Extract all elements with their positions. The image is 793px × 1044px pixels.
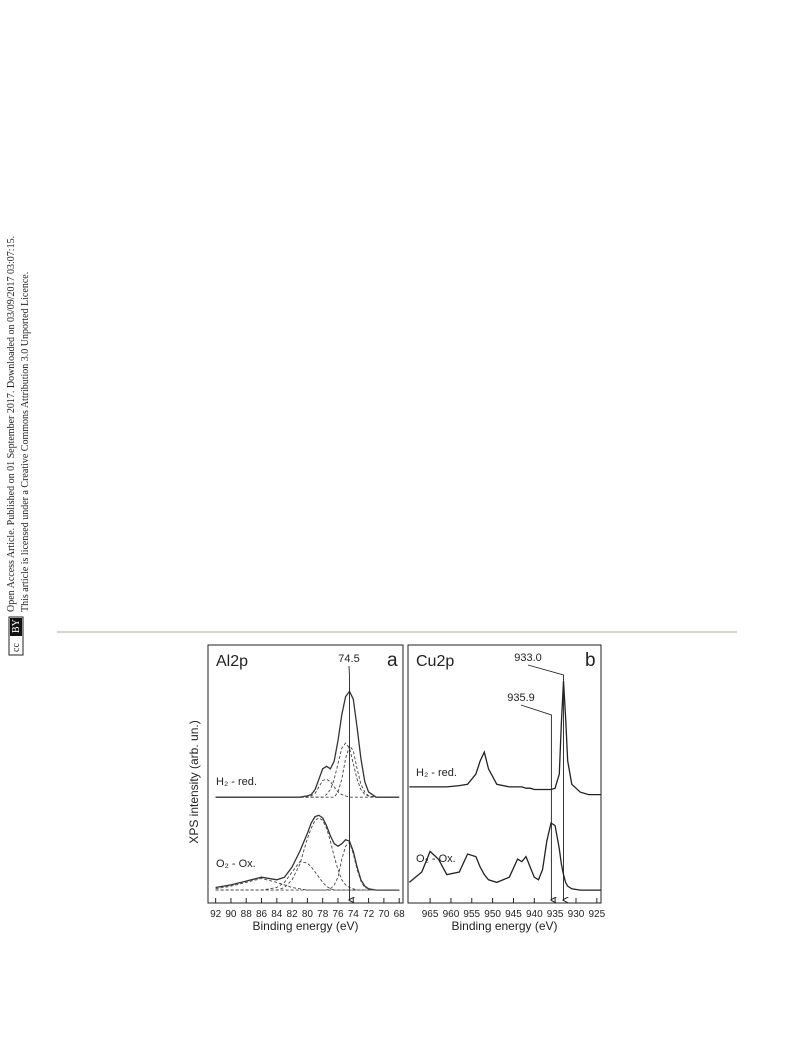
spectrum-line (216, 815, 400, 890)
panel-letter: a (387, 650, 398, 671)
x-tick-label: 92 (210, 909, 222, 920)
x-tick-label: 68 (394, 909, 406, 920)
side-line-1: Open Access Article. Published on 01 Sep… (6, 236, 17, 612)
side-line-2: This article is licensed under a Creativ… (20, 272, 31, 612)
side-note: cc BY Open Access Article. Published on … (6, 236, 31, 655)
y-axis-title: XPS intensity (arb. un.) (187, 720, 201, 843)
x-tick-label: 965 (422, 909, 439, 920)
x-axis-title: Binding energy (eV) (252, 919, 358, 933)
spectrum-line (216, 818, 400, 890)
peak-label: 935.9 (507, 692, 535, 704)
x-axis-title: Binding energy (eV) (451, 919, 557, 933)
x-tick-label: 88 (241, 909, 253, 920)
peak-label: 74.5 (338, 653, 359, 665)
x-tick-label: 930 (568, 909, 585, 920)
curve-label: O₂ - Ox. (216, 858, 256, 870)
panel-title: Al2p (216, 653, 248, 670)
curve-label: O₂ - Ox. (416, 853, 456, 865)
x-tick-label: 925 (588, 909, 605, 920)
curve-label: H₂ - red. (416, 767, 457, 779)
panel-letter: b (585, 650, 596, 671)
spectrum-line (216, 746, 400, 798)
curve-label: H₂ - red. (216, 776, 257, 788)
x-tick-label: 90 (225, 909, 237, 920)
spectrum-line (216, 743, 400, 797)
peak-label: 933.0 (514, 652, 542, 664)
peak-arrow (521, 705, 551, 900)
x-tick-label: 72 (363, 909, 375, 920)
panel-title: Cu2p (416, 653, 454, 670)
badge-cc: cc (11, 643, 22, 652)
badge-by: BY (11, 619, 22, 633)
x-tick-label: 70 (378, 909, 390, 920)
spectrum-line (216, 879, 400, 891)
